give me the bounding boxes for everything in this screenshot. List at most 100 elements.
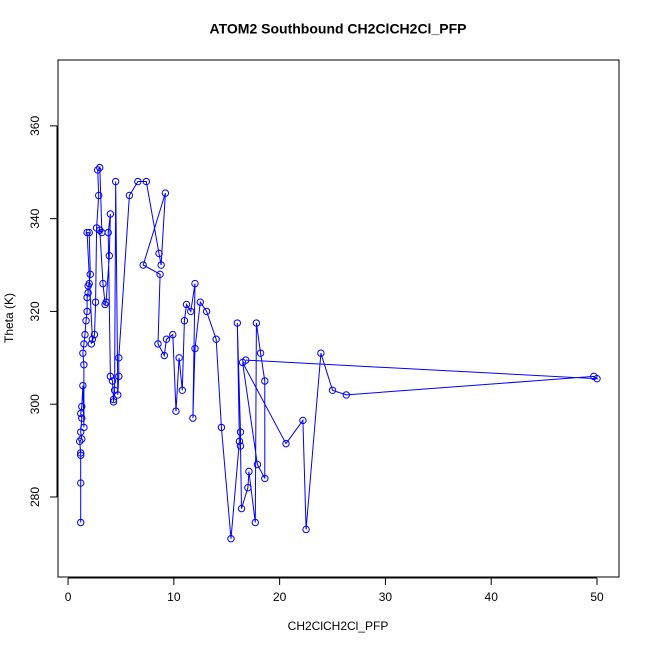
data-point [237, 504, 246, 513]
data-point [245, 467, 253, 476]
data-point [191, 344, 199, 353]
data-point [79, 381, 87, 390]
data-point [161, 189, 170, 197]
data-point [317, 349, 325, 357]
data-point [78, 414, 86, 422]
data-point [251, 518, 259, 527]
data-point [86, 270, 94, 279]
data-point [78, 402, 86, 411]
data-point [96, 226, 104, 234]
data-point [196, 298, 204, 306]
x-axis-label: CH2ClCH2Cl_PFP [288, 619, 389, 633]
data-point [139, 261, 147, 269]
data-point [115, 354, 123, 362]
data-point [77, 479, 85, 487]
data-point [342, 391, 350, 399]
data-point [202, 307, 211, 316]
y-tick-label: 280 [28, 487, 42, 507]
x-tick-label: 10 [167, 590, 181, 604]
data-point [180, 317, 189, 325]
data-point [104, 228, 112, 237]
data-point [99, 279, 107, 288]
data-point [81, 330, 89, 339]
data-point [261, 377, 269, 385]
data-point [105, 252, 114, 260]
y-tick-label: 320 [28, 301, 42, 321]
data-point [154, 340, 162, 348]
x-tick-label: 50 [590, 590, 604, 604]
y-tick-label: 360 [28, 116, 42, 136]
data-point [102, 298, 110, 306]
data-point [169, 330, 177, 339]
x-tick-label: 40 [485, 590, 499, 604]
data-point [88, 335, 97, 343]
data-point [83, 293, 91, 302]
data-point [261, 474, 269, 483]
data-point [77, 449, 85, 457]
data-point [156, 270, 164, 279]
data-point [85, 228, 93, 237]
data-point [125, 191, 134, 200]
data-point [302, 525, 310, 534]
data-point [75, 437, 84, 446]
data-point [109, 395, 118, 404]
data-point [77, 409, 85, 418]
data-point [191, 279, 199, 288]
data-point [109, 398, 118, 406]
data-point [253, 460, 262, 469]
data-point [108, 377, 117, 385]
data-point [96, 163, 104, 172]
data-point [217, 423, 226, 432]
data-point [115, 372, 123, 381]
data-point [233, 319, 242, 327]
data-point [90, 330, 99, 339]
data-point [142, 177, 151, 186]
data-point [256, 349, 265, 357]
data-point [172, 407, 180, 415]
data-point [114, 391, 122, 399]
data-point [106, 210, 115, 218]
data-point [162, 335, 171, 343]
data-point [77, 451, 85, 459]
x-tick-label: 0 [65, 590, 72, 604]
data-point [79, 349, 87, 357]
data-point [189, 414, 197, 422]
data-point [282, 439, 290, 448]
data-point [227, 535, 235, 543]
data-point [84, 289, 92, 297]
data-point [235, 437, 244, 446]
data-point [83, 307, 91, 316]
data-point [83, 228, 91, 237]
chart-title: ATOM2 Southbound CH2ClCH2Cl_PFP [210, 21, 467, 37]
data-point [111, 177, 120, 186]
y-tick-label: 340 [28, 208, 42, 228]
data-point [299, 416, 307, 425]
data-point [178, 386, 187, 394]
data-point [160, 351, 169, 360]
data-point [82, 317, 90, 325]
data-point [157, 261, 165, 269]
data-point [244, 484, 252, 492]
data-point [212, 335, 220, 343]
data-point [80, 340, 88, 348]
data-point [93, 166, 102, 174]
data-point [175, 354, 183, 362]
plot-frame [57, 59, 620, 578]
data-point [80, 361, 88, 369]
data-point [187, 307, 195, 316]
data-point [328, 386, 337, 394]
data-point [236, 442, 245, 450]
data-point [78, 435, 86, 443]
data-point [155, 249, 163, 258]
x-tick-label: 20 [273, 590, 287, 604]
data-point [80, 423, 88, 432]
data-point [242, 356, 250, 364]
data-point [252, 319, 261, 327]
data-point [182, 300, 191, 309]
data-point [106, 372, 115, 381]
data-point [134, 177, 142, 186]
data-point [91, 298, 100, 306]
data-point [85, 279, 93, 288]
